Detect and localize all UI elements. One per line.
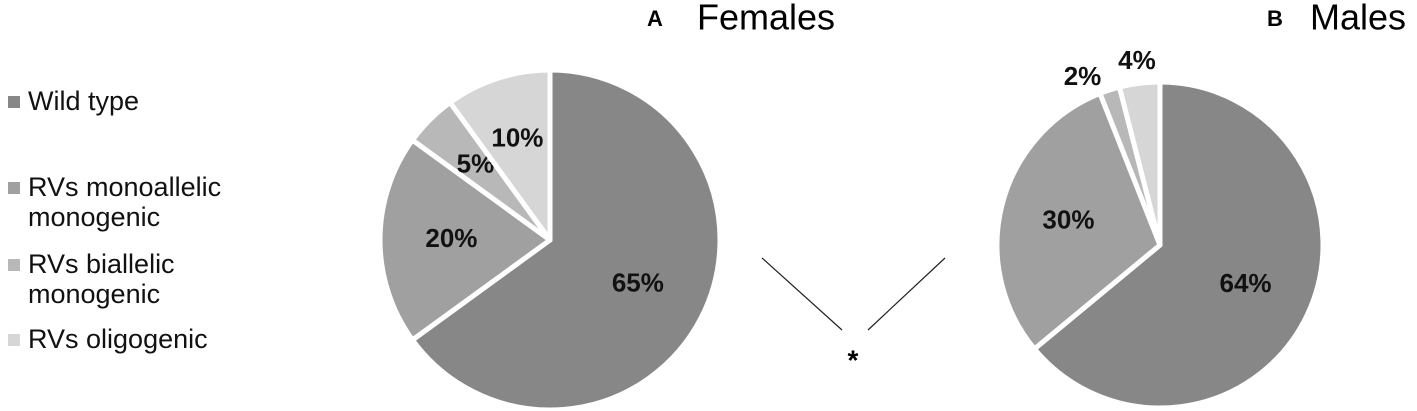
legend-label: RVs oligogenic: [28, 324, 208, 354]
legend-item: RVs oligogenic: [8, 324, 270, 354]
chart-title: Females: [697, 0, 835, 38]
bracket-line: [867, 257, 946, 331]
legend-item: RVs biallelic monogenic: [8, 249, 270, 309]
data-label: 2%: [1064, 61, 1102, 91]
legend-swatch: [8, 334, 20, 346]
pie-slice: [447, 67, 553, 243]
panel-letter: A: [647, 6, 663, 31]
legend-swatch: [8, 259, 20, 271]
pie-slice: [377, 137, 553, 343]
data-label: 64%: [1220, 268, 1272, 298]
data-label: 20%: [425, 223, 477, 253]
chart-title: Males: [1310, 0, 1406, 38]
legend-label: RVs biallelic monogenic: [28, 249, 175, 309]
data-label: 4%: [1118, 45, 1156, 75]
pie-slice: [994, 90, 1163, 352]
legend-item: Wild type: [8, 86, 270, 116]
legend-item: RVs monoallelic monogenic: [8, 172, 270, 232]
panel-letter: B: [1267, 6, 1283, 31]
data-label: 10%: [491, 123, 543, 153]
data-label: 65%: [612, 268, 664, 298]
pie-slice: [409, 67, 723, 411]
significance-mark: *: [848, 344, 859, 375]
legend-swatch: [8, 96, 20, 108]
pie-slice: [1116, 79, 1163, 248]
bracket-line: [761, 257, 843, 331]
legend-label: RVs monoallelic monogenic: [28, 172, 222, 232]
legend-label: Wild type: [28, 86, 140, 116]
legend-swatch: [8, 182, 20, 194]
pie-slice: [1031, 79, 1326, 411]
data-label: 30%: [1042, 204, 1094, 234]
